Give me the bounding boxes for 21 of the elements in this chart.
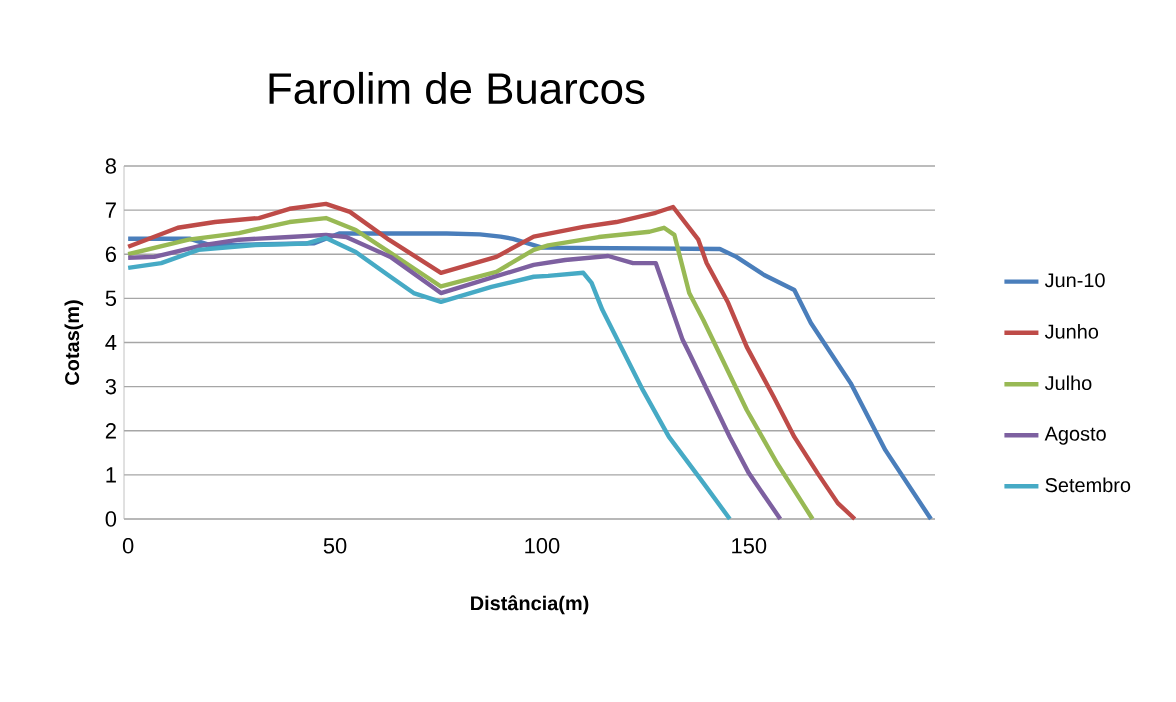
x-tick-label: 0 [122, 538, 134, 554]
legend-label: Junho [1044, 324, 1099, 339]
y-tick-label: 5 [105, 290, 117, 307]
x-tick-label: 150 [732, 538, 767, 554]
x-axis-title: Distância(m) [471, 595, 589, 615]
y-tick-label: 6 [105, 246, 116, 263]
chart-title: Farolim de Buarcos [269, 71, 645, 105]
y-tick-label: 3 [105, 378, 116, 395]
y-tick-label: 1 [106, 467, 116, 483]
x-tick-label: 100 [525, 538, 560, 554]
x-tick-label: 50 [323, 538, 347, 554]
legend-label: Setembro [1045, 477, 1131, 493]
legend-label: Julho [1044, 375, 1092, 391]
y-tick-label: 8 [105, 158, 116, 174]
y-tick-label: 4 [105, 334, 117, 351]
legend-label: Jun-10 [1044, 273, 1105, 288]
y-tick-label: 7 [105, 202, 116, 218]
y-tick-label: 0 [105, 511, 117, 527]
legend-label: Agosto [1044, 426, 1106, 445]
y-tick-label: 2 [105, 423, 116, 439]
y-axis-title: Cotas(m) [64, 300, 84, 385]
